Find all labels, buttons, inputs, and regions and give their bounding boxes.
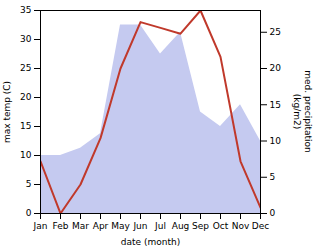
svg-text:5: 5 xyxy=(270,172,276,182)
svg-text:20: 20 xyxy=(20,92,32,102)
svg-text:Sep: Sep xyxy=(192,221,209,231)
svg-text:Feb: Feb xyxy=(53,221,69,231)
svg-text:0: 0 xyxy=(26,208,32,218)
svg-text:med. precipitation(kg/m2): med. precipitation(kg/m2) xyxy=(292,70,313,152)
svg-text:30: 30 xyxy=(20,34,32,44)
svg-text:Apr: Apr xyxy=(93,221,109,231)
svg-text:Oct: Oct xyxy=(213,221,229,231)
svg-text:15: 15 xyxy=(20,121,31,131)
svg-text:date (month): date (month) xyxy=(121,237,180,247)
svg-text:15: 15 xyxy=(270,100,281,110)
svg-text:10: 10 xyxy=(270,136,282,146)
svg-text:Aug: Aug xyxy=(172,221,190,231)
svg-text:10: 10 xyxy=(20,150,32,160)
svg-text:Jun: Jun xyxy=(132,221,147,231)
svg-text:25: 25 xyxy=(20,63,31,73)
svg-text:Jan: Jan xyxy=(33,221,48,231)
svg-text:0: 0 xyxy=(270,208,276,218)
svg-text:max temp (C): max temp (C) xyxy=(2,81,12,143)
svg-text:Nov: Nov xyxy=(232,221,250,231)
svg-text:Mar: Mar xyxy=(72,221,89,231)
svg-text:May: May xyxy=(111,221,130,231)
svg-text:35: 35 xyxy=(20,5,31,15)
svg-text:20: 20 xyxy=(270,63,282,73)
svg-text:Dec: Dec xyxy=(252,221,269,231)
svg-text:Jul: Jul xyxy=(154,221,166,231)
svg-text:25: 25 xyxy=(270,27,281,37)
svg-text:5: 5 xyxy=(26,179,32,189)
